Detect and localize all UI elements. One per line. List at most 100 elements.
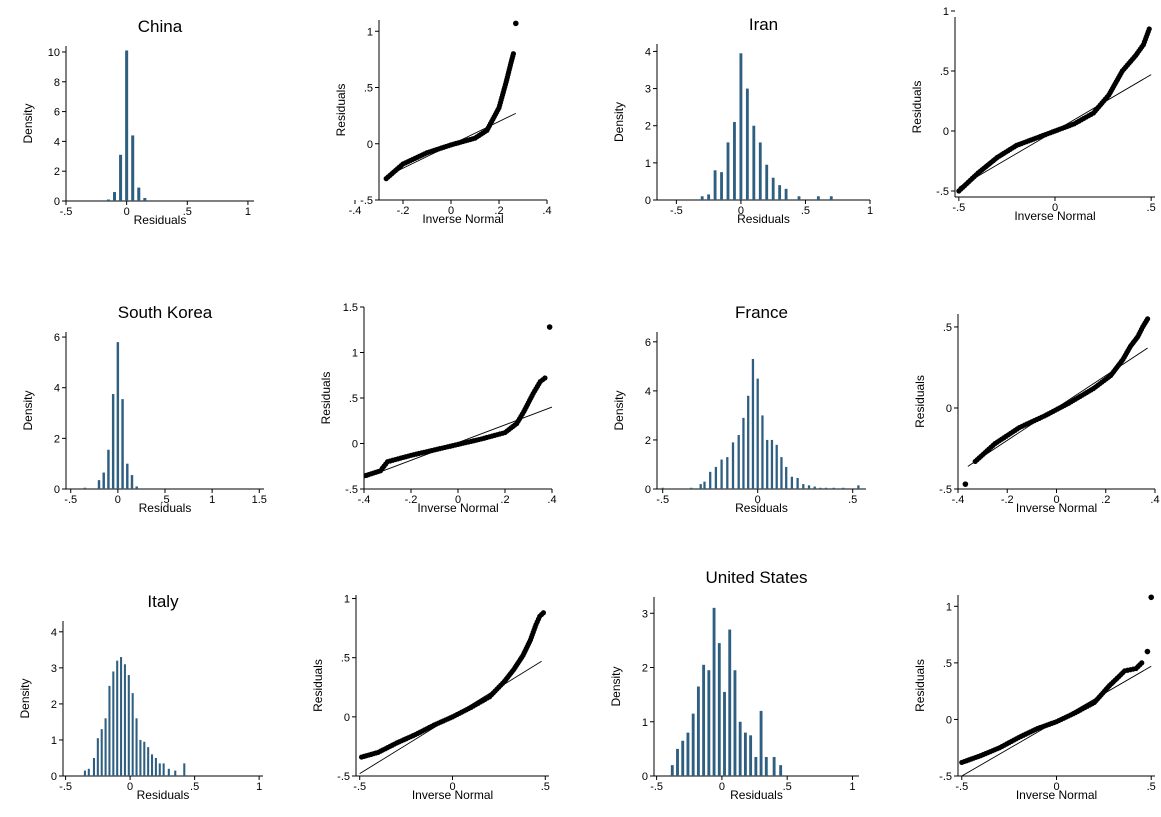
histogram-bar	[749, 735, 753, 776]
histogram-bar	[143, 198, 147, 201]
x-tick-label: 0	[127, 781, 133, 793]
histogram-bar	[707, 670, 711, 776]
y-tick-label: 2	[51, 699, 57, 711]
histogram-bar	[111, 394, 115, 489]
y-tick-label: -.5	[360, 195, 373, 207]
histogram-bar	[108, 685, 111, 776]
y-tick-label: 3	[642, 608, 648, 620]
histogram-bar	[751, 358, 755, 489]
histogram-bar	[127, 675, 130, 776]
x-tick-label: -.5	[353, 781, 366, 793]
x-tick-label: .5	[848, 494, 857, 506]
y-axis-label: Residuals	[913, 375, 927, 428]
x-tick-label: .5	[1147, 781, 1156, 793]
x-tick-label: -.5	[60, 206, 73, 218]
data-point	[540, 610, 547, 616]
histogram-bar	[96, 738, 99, 776]
x-tick-label: 1	[867, 205, 873, 217]
x-axis-label: Residuals	[139, 501, 192, 515]
x-tick-label: 0	[115, 494, 121, 506]
histogram-bar	[676, 748, 679, 776]
y-tick-label: 10	[48, 47, 60, 59]
y-axis-label: Density	[612, 390, 626, 430]
x-tick-label: .4	[1150, 494, 1159, 506]
histogram-bar	[696, 686, 700, 776]
histogram-bar	[857, 485, 860, 489]
histogram-bar	[707, 194, 711, 200]
histogram-bar	[107, 449, 110, 489]
x-axis-label: Inverse Normal	[412, 788, 493, 802]
y-axis-label: Density	[21, 390, 35, 430]
y-tick-label: 6	[645, 337, 651, 349]
y-tick-label: 6	[54, 107, 60, 119]
x-tick-label: -.5	[650, 781, 663, 793]
histogram-bar	[104, 718, 107, 776]
histogram-bar	[183, 763, 186, 776]
chart-title: South Korea	[118, 303, 213, 322]
x-tick-label: .5	[183, 206, 192, 218]
histogram-bar	[681, 740, 685, 776]
x-axis-label: Residuals	[730, 788, 783, 802]
y-axis-label: Residuals	[913, 659, 927, 712]
histogram-bar	[728, 629, 732, 776]
histogram-bar	[120, 657, 123, 776]
histogram-bar	[802, 484, 805, 489]
outlier-point	[546, 324, 553, 330]
histogram-bar	[671, 488, 674, 490]
histogram-bar	[747, 395, 750, 489]
x-tick-label: -.4	[349, 205, 362, 217]
x-axis-label: Residuals	[737, 212, 790, 226]
histogram-bar	[807, 485, 811, 489]
x-tick-label: 1.5	[252, 494, 267, 506]
y-tick-label: 2	[642, 663, 648, 675]
y-tick-label: 2	[54, 166, 60, 178]
x-tick-label: .5	[160, 494, 169, 506]
histogram-bar	[761, 415, 764, 489]
histogram-bar	[842, 487, 845, 489]
data-point	[542, 375, 548, 381]
y-tick-label: 4	[645, 386, 651, 398]
outlier-point	[1148, 594, 1155, 601]
histogram-bar	[742, 417, 745, 489]
histogram-bar	[759, 710, 763, 776]
chart-title: United States	[705, 568, 807, 587]
y-axis-label: Density	[612, 102, 626, 142]
histogram-bar	[670, 765, 674, 776]
histogram-bar	[139, 739, 142, 776]
y-tick-label: 0	[943, 126, 949, 138]
histogram-bar	[790, 476, 794, 489]
y-axis-label: Residuals	[311, 659, 325, 712]
x-tick-label: .5	[783, 781, 792, 793]
y-tick-label: -.5	[939, 771, 952, 783]
histogram-bar	[703, 481, 706, 489]
x-tick-label: 0	[124, 206, 130, 218]
y-tick-label: -.5	[337, 771, 350, 783]
chart-title: China	[138, 17, 183, 36]
x-tick-label: 0	[449, 781, 455, 793]
histogram-bar	[785, 466, 788, 489]
y-tick-label: 0	[344, 712, 350, 724]
x-tick-label: 0	[455, 494, 461, 506]
y-tick-label: .5	[349, 393, 358, 405]
y-tick-label: 1.5	[343, 302, 358, 314]
panel-4: -.5 0 .5 1 -.5 0 .5 Inverse Normal Residuals	[910, 6, 1156, 223]
x-tick-label: .5	[190, 781, 199, 793]
histogram-bar	[737, 435, 740, 489]
y-tick-label: 0	[367, 139, 373, 151]
histogram-bar	[130, 475, 134, 489]
histogram-bar	[691, 713, 695, 776]
histogram-bar	[723, 691, 726, 776]
histogram-bar	[126, 463, 129, 489]
y-tick-label: 1	[943, 6, 949, 18]
histogram-bar	[832, 487, 835, 489]
histogram-bar	[754, 757, 758, 776]
y-tick-label: 0	[54, 484, 60, 496]
histogram-bar	[771, 177, 775, 200]
histogram-bar	[92, 757, 95, 776]
histogram-bar	[113, 192, 117, 201]
histogram-bar	[824, 487, 828, 489]
y-tick-label: .5	[943, 322, 952, 334]
x-tick-label: 0	[1052, 202, 1058, 214]
histogram-bar	[739, 53, 743, 201]
histogram-bar	[756, 378, 759, 489]
